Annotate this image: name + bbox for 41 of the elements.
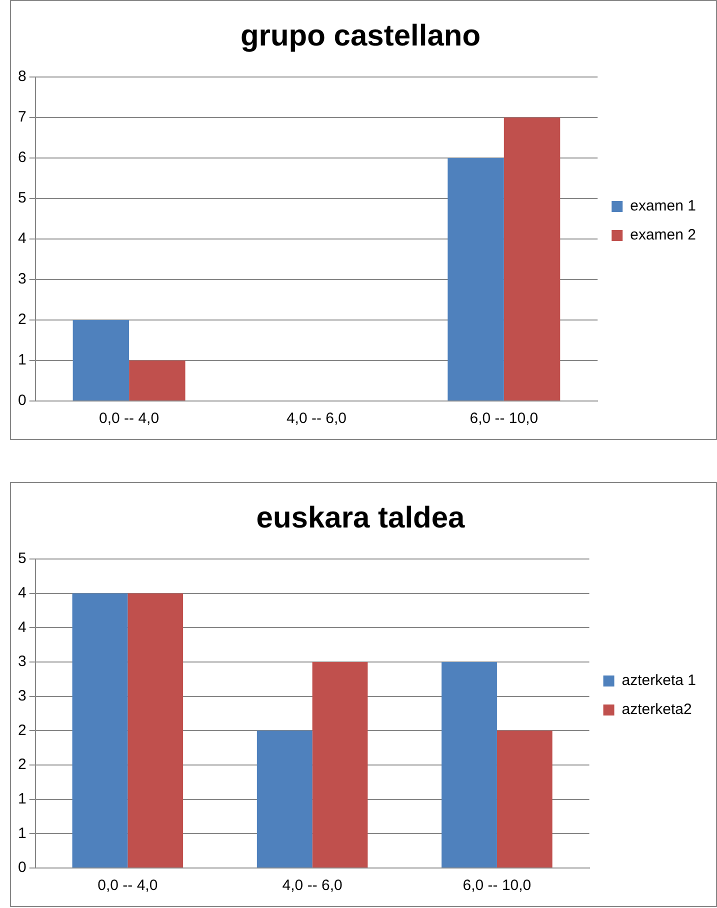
bar (504, 118, 560, 400)
y-tick-label: 0 (18, 859, 26, 876)
chart-title: euskara taldea (256, 501, 466, 534)
chart-title: grupo castellano (240, 19, 481, 52)
y-tick-label: 1 (18, 352, 26, 369)
y-tick-label: 2 (18, 756, 26, 774)
legend-label: examen 1 (630, 198, 696, 215)
y-tick-label: 1 (18, 824, 26, 842)
x-tick-label: 0,0 -- 4,0 (99, 410, 160, 428)
bar (496, 730, 552, 868)
y-tick-label: 2 (18, 311, 26, 328)
y-tick-label: 5 (18, 550, 26, 568)
y-tick-label: 0 (18, 392, 26, 410)
x-tick-label: 6,0 -- 10,0 (470, 410, 538, 428)
bar (442, 662, 497, 868)
bar (448, 158, 504, 400)
y-tick-label: 4 (18, 230, 26, 248)
bar (256, 730, 312, 868)
legend-label: azterketa 1 (622, 672, 696, 690)
y-tick-label: 4 (18, 584, 26, 602)
bar (72, 593, 128, 868)
x-tick-label: 0,0 -- 4,0 (98, 877, 158, 894)
y-tick-label: 3 (18, 653, 26, 670)
y-tick-label: 5 (18, 190, 26, 207)
y-tick-label: 3 (18, 687, 26, 704)
y-tick-label: 8 (18, 68, 26, 86)
y-tick-label: 4 (18, 618, 26, 636)
bar (129, 360, 186, 400)
x-tick-label: 4,0 -- 6,0 (286, 410, 346, 428)
x-tick-label: 4,0 -- 6,0 (282, 877, 342, 894)
y-tick-label: 1 (18, 790, 26, 808)
bar (312, 662, 368, 868)
bar (72, 320, 130, 400)
x-tick-label: 6,0 -- 10,0 (462, 877, 532, 894)
bar (128, 593, 184, 868)
y-tick-label: 2 (18, 722, 26, 739)
legend-label: azterketa2 (622, 701, 692, 718)
legend-label: examen 2 (630, 226, 696, 244)
y-tick-label: 6 (18, 149, 26, 166)
y-tick-label: 7 (18, 108, 26, 126)
y-tick-label: 3 (18, 270, 26, 288)
